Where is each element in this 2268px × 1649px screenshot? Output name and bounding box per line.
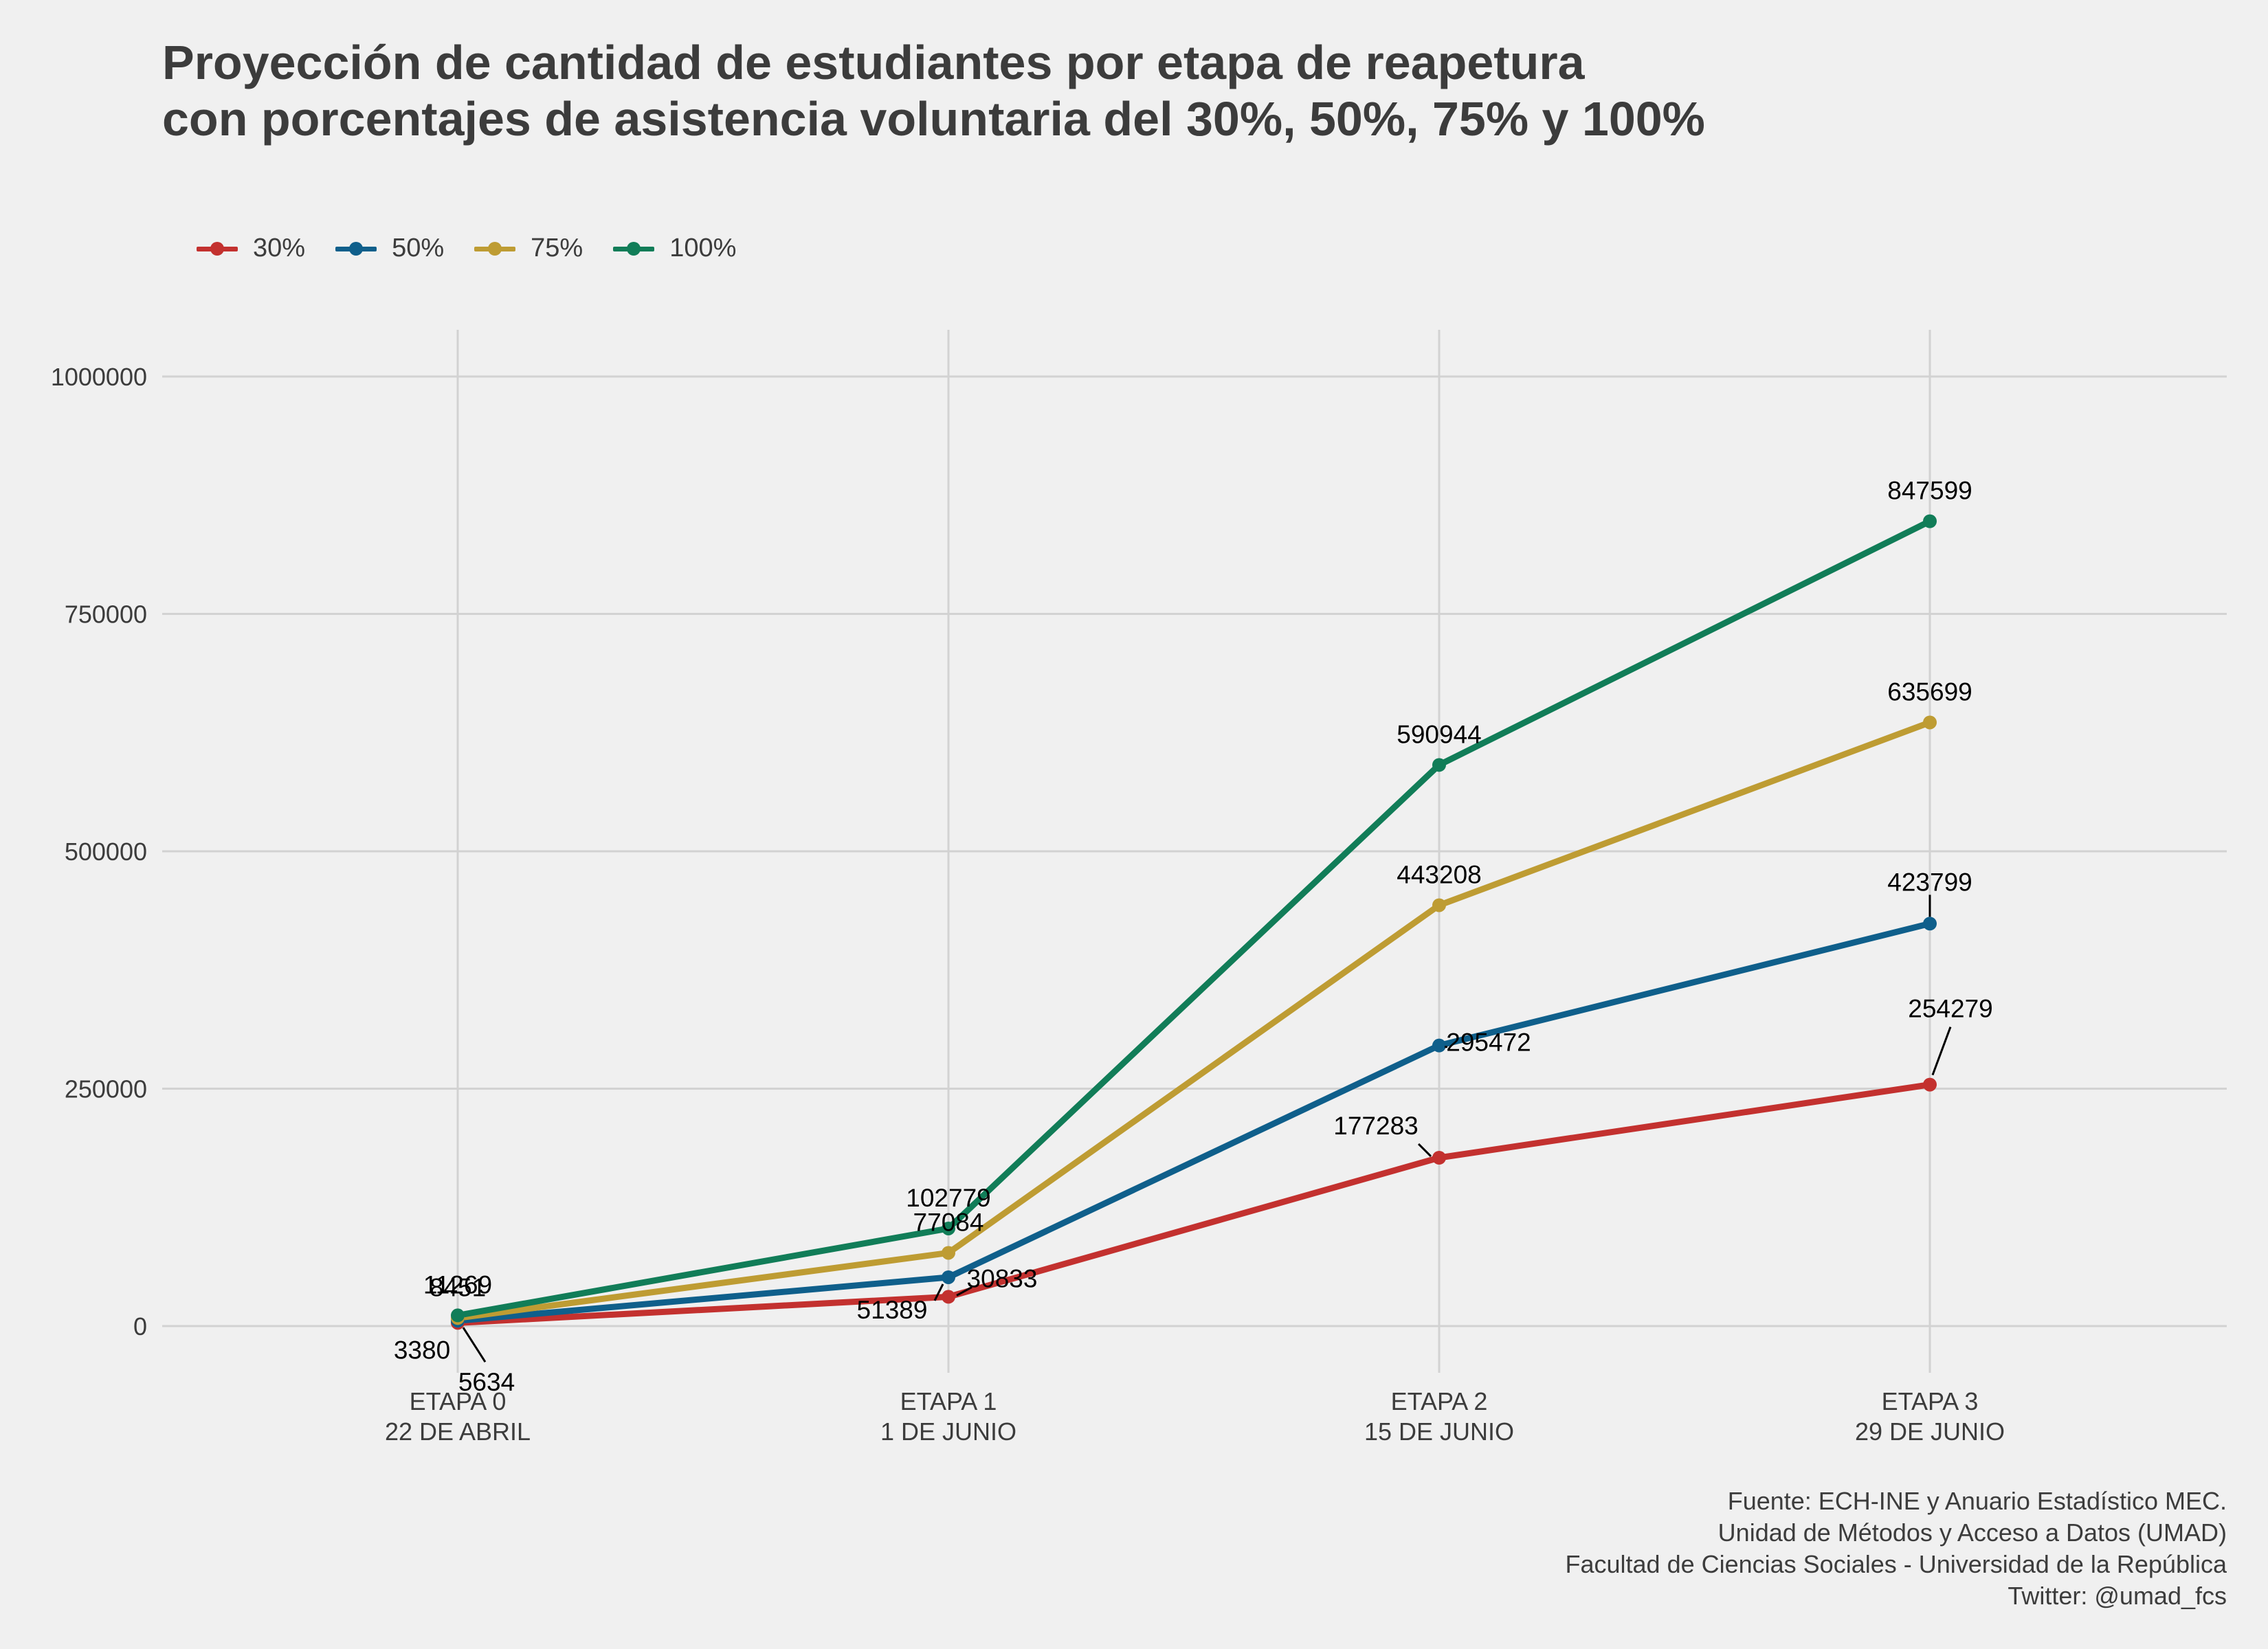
grid-lines bbox=[162, 330, 2227, 1373]
series-line-0 bbox=[454, 1081, 1933, 1326]
data-point-2-3 bbox=[1923, 715, 1937, 730]
data-label-2-1: 77084 bbox=[913, 1208, 984, 1236]
legend: 30% 50% 75% 100% bbox=[197, 234, 766, 263]
series-line-1 bbox=[454, 920, 1933, 1324]
data-label-0-2: 177283 bbox=[1333, 1112, 1418, 1140]
chart-title-line-1: Proyección de cantidad de estudiantes po… bbox=[162, 36, 1585, 89]
data-point-1-2 bbox=[1432, 1038, 1446, 1053]
data-point-0-2 bbox=[1432, 1150, 1446, 1165]
chart-title: Proyección de cantidad de estudiantes po… bbox=[162, 34, 1705, 147]
label-leader-1-1 bbox=[933, 1283, 944, 1301]
data-label-0-3: 254279 bbox=[1908, 995, 1992, 1023]
axis-labels: 0 250000 500000 750000 1000000 ETAPA 022 DE A… bbox=[51, 363, 2005, 1446]
label-leader-0-1 bbox=[956, 1286, 972, 1297]
data-label-2-2: 443208 bbox=[1397, 860, 1481, 888]
label-leader-1-0 bbox=[462, 1327, 487, 1363]
data-point-0-3 bbox=[1923, 1077, 1937, 1092]
caption-line-2: Unidad de Métodos y Acceso a Datos (UMAD… bbox=[1717, 1518, 2227, 1547]
legend-label-0: 30% bbox=[253, 234, 306, 262]
caption-line-1: Fuente: ECH-INE y Anuario Estadístico ME… bbox=[1727, 1487, 2227, 1515]
x-tick-label-2-1: 15 DE JUNIO bbox=[1364, 1417, 1514, 1446]
data-point-1-3 bbox=[1923, 917, 1937, 931]
legend-item-0: 30% bbox=[197, 234, 305, 263]
label-leader-0-2 bbox=[1417, 1143, 1432, 1158]
data-label-3-0: 11269 bbox=[423, 1270, 492, 1299]
y-tick-label-4: 1000000 bbox=[51, 363, 147, 391]
series-lines bbox=[454, 518, 1933, 1326]
x-tick-label-1-0: ETAPA 1 bbox=[900, 1387, 997, 1415]
legend-item-1: 50% bbox=[335, 234, 444, 263]
y-tick-label-1: 250000 bbox=[65, 1075, 147, 1103]
caption-line-4: Twitter: @umad_fcs bbox=[2008, 1582, 2227, 1610]
x-tick-label-0-0: ETAPA 0 bbox=[410, 1387, 507, 1415]
data-point-3-0 bbox=[451, 1308, 465, 1323]
data-label-2-0: 8451 bbox=[430, 1273, 486, 1301]
legend-label-1: 50% bbox=[392, 234, 445, 262]
x-tick-label-1-1: 1 DE JUNIO bbox=[880, 1417, 1016, 1446]
x-tick-label-2-0: ETAPA 2 bbox=[1391, 1387, 1488, 1415]
data-label-1-2: 295472 bbox=[1446, 1029, 1531, 1057]
series-line-3 bbox=[454, 518, 1933, 1319]
data-point-3-2 bbox=[1432, 758, 1446, 772]
y-tick-label-3: 750000 bbox=[65, 601, 147, 629]
data-point-1-1 bbox=[942, 1270, 955, 1284]
y-tick-label-2: 500000 bbox=[65, 838, 147, 866]
data-point-2-2 bbox=[1432, 898, 1446, 912]
label-leader-0-3 bbox=[1931, 1027, 1952, 1076]
legend-key-0 bbox=[197, 241, 238, 256]
legend-label-2: 75% bbox=[531, 234, 583, 262]
data-point-3-1 bbox=[942, 1221, 955, 1235]
data-label-3-1: 102779 bbox=[906, 1184, 990, 1212]
data-label-0-0: 3380 bbox=[394, 1336, 450, 1364]
data-label-1-1: 51389 bbox=[857, 1296, 928, 1324]
chart-title-line-2: con porcentajes de asistencia voluntaria… bbox=[162, 92, 1705, 146]
legend-key-3 bbox=[613, 241, 655, 256]
x-tick-label-3-1: 29 DE JUNIO bbox=[1855, 1417, 2005, 1446]
data-point-3-3 bbox=[1923, 514, 1937, 528]
legend-key-2 bbox=[474, 241, 516, 256]
data-labels: 3380 30833 177283 254279 5634 51389 295472 4237… bbox=[394, 477, 1993, 1397]
series-points bbox=[451, 514, 1937, 1330]
legend-key-1 bbox=[335, 241, 377, 256]
source-caption: Fuente: ECH-INE y Anuario Estadístico ME… bbox=[1565, 1485, 2227, 1612]
series-line-2 bbox=[454, 719, 1933, 1321]
x-tick-label-3-0: ETAPA 3 bbox=[1882, 1387, 1979, 1415]
data-point-0-1 bbox=[942, 1290, 955, 1304]
data-label-3-3: 847599 bbox=[1887, 477, 1972, 505]
data-label-1-0: 5634 bbox=[458, 1368, 515, 1396]
legend-item-2: 75% bbox=[474, 234, 583, 263]
data-label-2-3: 635699 bbox=[1887, 677, 1972, 706]
caption-line-3: Facultad de Ciencias Sociales - Universi… bbox=[1565, 1550, 2227, 1578]
data-label-3-2: 590944 bbox=[1397, 720, 1481, 748]
legend-label-3: 100% bbox=[669, 234, 737, 262]
data-label-0-1: 30833 bbox=[967, 1264, 1038, 1292]
y-tick-label-0: 0 bbox=[133, 1312, 147, 1340]
x-tick-label-0-1: 22 DE ABRIL bbox=[385, 1417, 531, 1446]
data-point-2-1 bbox=[942, 1246, 955, 1260]
data-label-1-3: 423799 bbox=[1887, 868, 1972, 896]
legend-item-3: 100% bbox=[613, 234, 736, 263]
